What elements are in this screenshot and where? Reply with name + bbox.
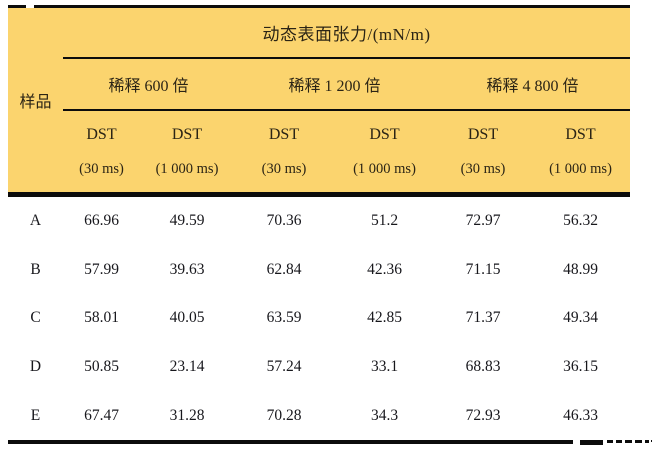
dst-time-label: (30 ms) xyxy=(460,160,506,177)
value-cell: 34.3 xyxy=(370,406,399,424)
dst-label: DST xyxy=(565,125,596,143)
dst-label: DST xyxy=(268,125,300,143)
sample-label: C xyxy=(30,309,41,327)
group-header-dilution-4800: 稀释 4 800 倍 xyxy=(486,78,579,95)
value-cell: 42.36 xyxy=(367,260,402,278)
value-cell: 46.33 xyxy=(563,406,598,424)
bottom-rule xyxy=(8,439,573,444)
dst-label: DST xyxy=(171,125,203,143)
value-cell: 49.34 xyxy=(563,309,598,327)
value-cell: 42.85 xyxy=(367,309,402,327)
scan-artifact xyxy=(645,439,649,443)
scan-notch xyxy=(26,5,34,8)
sample-label: D xyxy=(29,358,42,376)
sample-label: A xyxy=(29,212,42,230)
scan-artifact xyxy=(616,439,622,443)
sample-column-header: 样品 xyxy=(19,94,52,111)
table-row-c: C 58.01 40.05 63.59 42.85 71.37 49.34 xyxy=(8,294,630,343)
table-title: 动态表面张力/(mN/m) xyxy=(63,8,630,59)
value-cell: 66.96 xyxy=(84,212,119,230)
dst-label: DST xyxy=(369,125,400,143)
header-right-block: 动态表面张力/(mN/m) 稀释 600 倍 稀释 1 200 倍 稀释 4 8… xyxy=(63,8,630,192)
dst-time-label: (30 ms) xyxy=(261,160,307,177)
column-header-dst-30ms-3: DST (30 ms) xyxy=(435,111,531,192)
dst-time-label: (1 000 ms) xyxy=(155,160,219,177)
column-header-dst-30ms-2: DST (30 ms) xyxy=(234,111,334,192)
value-cell: 49.59 xyxy=(169,212,205,230)
sample-label: B xyxy=(30,260,41,278)
dilution-group-row: 稀释 600 倍 稀释 1 200 倍 稀释 4 800 倍 xyxy=(63,59,630,111)
value-cell: 62.84 xyxy=(266,260,302,278)
value-cell: 72.97 xyxy=(465,212,501,230)
value-cell: 40.05 xyxy=(169,309,205,327)
column-header-dst-30ms-1: DST (30 ms) xyxy=(63,111,140,192)
table-top-border xyxy=(8,5,630,8)
group-header-dilution-1200: 稀释 1 200 倍 xyxy=(288,78,381,95)
value-cell: 33.1 xyxy=(370,358,399,376)
value-cell: 23.14 xyxy=(169,358,205,376)
value-cell: 39.63 xyxy=(169,260,205,278)
value-cell: 72.93 xyxy=(465,406,501,424)
dst-subheader-row: DST (30 ms) DST (1 000 ms) DST (30 ms) D… xyxy=(63,111,630,192)
sample-label: E xyxy=(30,406,41,424)
table-row-e: E 67.47 31.28 70.28 34.3 72.93 46.33 xyxy=(8,391,630,440)
value-cell: 51.2 xyxy=(370,212,399,230)
value-cell: 31.28 xyxy=(169,406,205,424)
table-body: A 66.96 49.59 70.36 51.2 72.97 56.32 B 5… xyxy=(8,197,630,440)
scan-artifact xyxy=(580,439,603,445)
dst-time-label: (30 ms) xyxy=(79,160,124,177)
scan-artifact xyxy=(607,439,613,443)
table-row-b: B 57.99 39.63 62.84 42.36 71.15 48.99 xyxy=(8,246,630,295)
value-cell: 48.99 xyxy=(563,260,598,278)
scan-artifact xyxy=(625,439,632,443)
table-header: 样品 动态表面张力/(mN/m) 稀释 600 倍 稀释 1 200 倍 稀释 … xyxy=(8,8,630,192)
value-cell: 57.99 xyxy=(84,260,119,278)
group-header-dilution-600: 稀释 600 倍 xyxy=(108,78,189,95)
value-cell: 56.32 xyxy=(563,212,598,230)
value-cell: 50.85 xyxy=(84,358,119,376)
value-cell: 36.15 xyxy=(563,358,598,376)
dst-time-label: (1 000 ms) xyxy=(353,160,416,177)
column-header-dst-1000ms-2: DST (1 000 ms) xyxy=(334,111,435,192)
dynamic-surface-tension-table: 样品 动态表面张力/(mN/m) 稀释 600 倍 稀释 1 200 倍 稀释 … xyxy=(8,5,652,446)
value-cell: 71.37 xyxy=(465,309,501,327)
scan-artifact xyxy=(635,439,642,443)
value-cell: 57.24 xyxy=(266,358,302,376)
column-header-dst-1000ms-3: DST (1 000 ms) xyxy=(531,111,630,192)
table-bottom-border xyxy=(8,439,652,446)
header-bottom-border xyxy=(8,192,630,197)
value-cell: 58.01 xyxy=(84,309,119,327)
table-row-a: A 66.96 49.59 70.36 51.2 72.97 56.32 xyxy=(8,197,630,246)
dst-label: DST xyxy=(86,125,117,143)
dst-label: DST xyxy=(467,125,499,143)
value-cell: 67.47 xyxy=(84,406,119,424)
column-header-dst-1000ms-1: DST (1 000 ms) xyxy=(140,111,234,192)
value-cell: 68.83 xyxy=(465,358,501,376)
value-cell: 63.59 xyxy=(266,309,302,327)
table-row-d: D 50.85 23.14 57.24 33.1 68.83 36.15 xyxy=(8,343,630,392)
value-cell: 71.15 xyxy=(465,260,501,278)
value-cell: 70.28 xyxy=(266,406,302,424)
value-cell: 70.36 xyxy=(266,212,302,230)
dst-time-label: (1 000 ms) xyxy=(549,160,612,177)
